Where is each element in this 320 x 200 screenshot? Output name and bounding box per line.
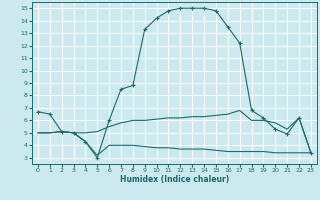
X-axis label: Humidex (Indice chaleur): Humidex (Indice chaleur) (120, 175, 229, 184)
